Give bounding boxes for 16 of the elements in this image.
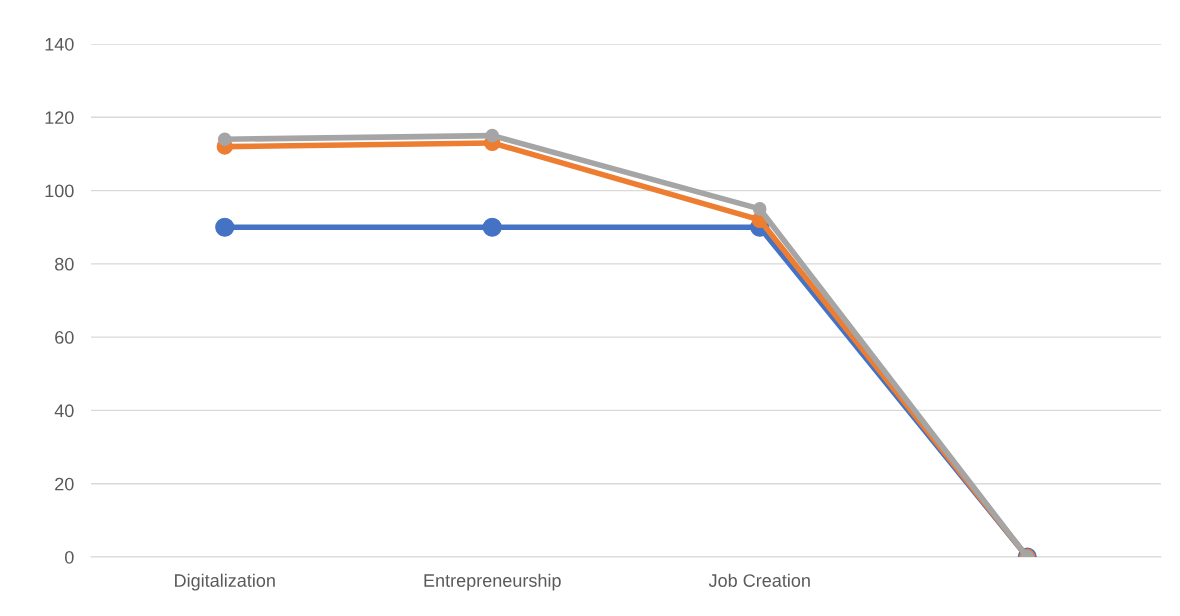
point (217, 132, 232, 147)
point (482, 217, 502, 237)
x-tick-label: Digitalization (175, 573, 275, 591)
y-tick-label: 120 (45, 111, 74, 125)
y-tick-label: 20 (55, 477, 74, 491)
y-tick-label: 0 (65, 550, 74, 564)
y-tick-label: 80 (55, 257, 74, 271)
y-tick-label: 140 (45, 37, 74, 51)
y-tick-label: 60 (55, 331, 74, 344)
y-tick-label: 40 (54, 404, 74, 418)
y-tick-label: 100 (45, 184, 74, 198)
point (215, 217, 235, 237)
point (752, 202, 767, 216)
x-tick-label: Job Creation (708, 573, 810, 587)
x-tick-label: Entrepreneurship (424, 573, 561, 591)
point (485, 128, 500, 143)
